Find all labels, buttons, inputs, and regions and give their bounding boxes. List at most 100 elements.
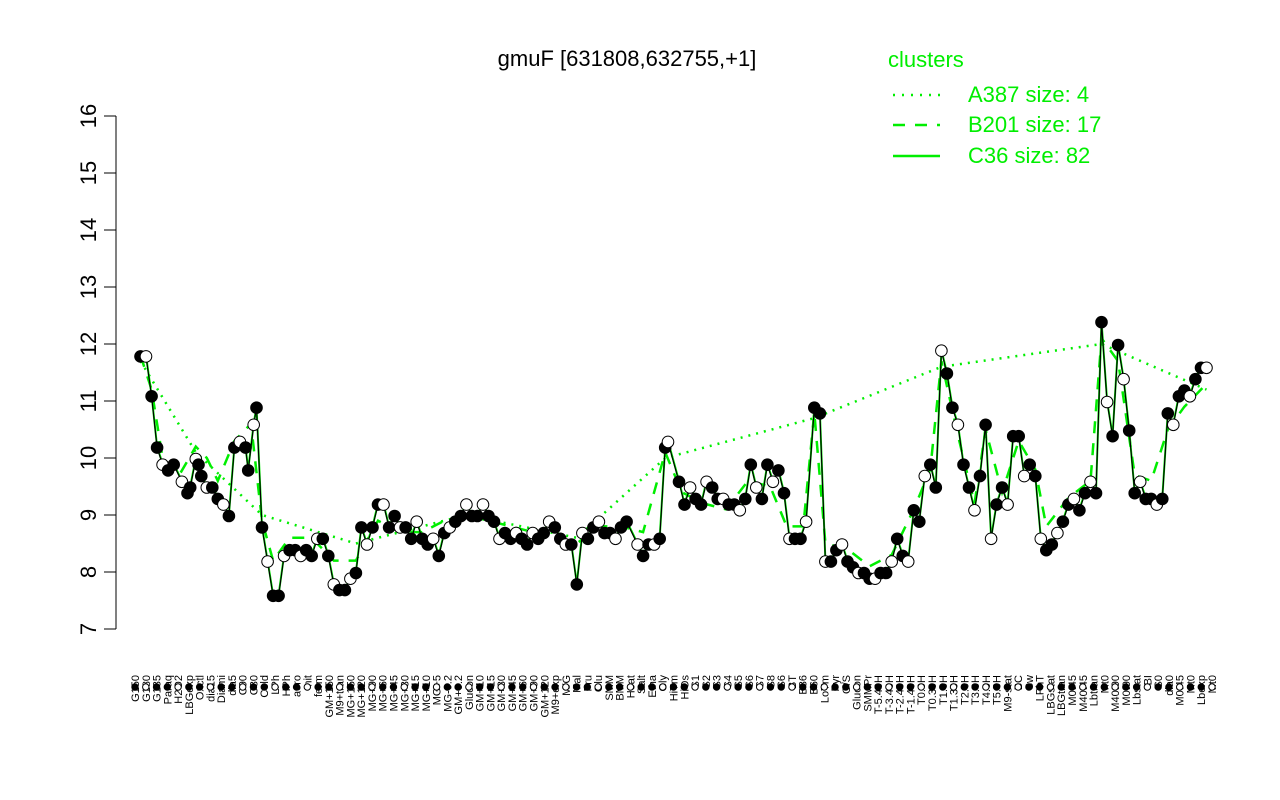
x-marker xyxy=(949,683,958,691)
x-marker xyxy=(863,683,872,691)
data-point xyxy=(755,492,769,506)
x-marker xyxy=(465,683,473,691)
x-marker xyxy=(508,683,516,691)
x-marker xyxy=(400,683,408,691)
x-marker xyxy=(960,683,968,691)
data-point xyxy=(305,549,319,563)
y-tick-label: 16 xyxy=(76,104,101,128)
data-point xyxy=(661,435,675,449)
legend-label-a387: A387 size: 4 xyxy=(968,82,1089,107)
x-marker xyxy=(626,683,635,691)
x-marker xyxy=(443,683,452,691)
data-point xyxy=(388,509,401,523)
y-tick-label: 15 xyxy=(76,161,101,185)
x-marker xyxy=(1035,683,1044,691)
x-marker xyxy=(529,683,538,691)
data-point xyxy=(705,481,719,494)
data-point xyxy=(537,526,551,540)
x-marker xyxy=(303,683,312,691)
x-marker xyxy=(842,683,850,691)
x-marker xyxy=(292,683,301,691)
data-point xyxy=(1128,486,1141,500)
x-marker xyxy=(1208,683,1216,691)
data-point xyxy=(241,464,255,477)
data-point xyxy=(766,475,780,489)
x-marker xyxy=(185,683,193,691)
x-marker xyxy=(1068,683,1076,691)
data-point xyxy=(410,515,424,529)
data-point xyxy=(1117,372,1130,386)
x-marker xyxy=(917,683,925,691)
x-marker xyxy=(831,683,839,691)
y-tick-label: 11 xyxy=(76,390,101,413)
x-marker xyxy=(971,683,979,691)
x-marker xyxy=(1025,683,1033,691)
x-marker xyxy=(1165,683,1173,691)
data-point xyxy=(167,458,180,472)
x-marker xyxy=(1186,683,1195,691)
data-point xyxy=(150,441,164,454)
data-point xyxy=(1156,492,1169,506)
x-marker xyxy=(572,683,581,691)
x-marker xyxy=(615,683,624,691)
x-marker xyxy=(702,683,710,691)
data-point xyxy=(250,401,263,415)
data-point xyxy=(404,532,418,546)
data-point xyxy=(581,532,595,546)
plot-area xyxy=(134,315,1213,603)
x-marker xyxy=(271,683,279,691)
points-layer xyxy=(134,315,1213,603)
data-point xyxy=(1183,390,1197,403)
x-marker xyxy=(809,683,818,691)
data-point xyxy=(672,475,686,489)
data-point xyxy=(984,532,998,546)
data-point xyxy=(322,549,335,563)
data-point xyxy=(192,458,205,472)
data-point xyxy=(399,521,412,534)
x-marker xyxy=(594,683,602,691)
data-point xyxy=(995,481,1009,494)
y-axis: 7 8 9 10 11 12 13 14 15 16 xyxy=(76,104,117,635)
data-point xyxy=(1084,475,1097,489)
data-point xyxy=(744,458,758,472)
x-marker xyxy=(432,683,441,691)
data-point xyxy=(813,407,827,420)
data-point xyxy=(733,504,747,517)
data-point xyxy=(772,464,785,477)
x-marker xyxy=(206,683,215,691)
x-marker xyxy=(637,683,645,691)
data-point xyxy=(935,344,948,358)
y-tick-label: 14 xyxy=(76,218,101,242)
data-point xyxy=(694,498,708,511)
data-point xyxy=(476,498,490,511)
x-tick-label: Glucon xyxy=(464,675,476,710)
x-marker xyxy=(885,683,893,691)
x-marker xyxy=(217,683,225,691)
data-point xyxy=(1200,361,1213,375)
data-point xyxy=(1189,372,1202,386)
data-point xyxy=(761,458,774,472)
x-marker xyxy=(1122,683,1130,691)
data-point xyxy=(222,509,236,523)
x-marker xyxy=(1079,683,1087,691)
x-marker xyxy=(906,683,915,691)
x-marker xyxy=(1100,683,1109,691)
data-point xyxy=(592,515,606,529)
data-point xyxy=(1067,492,1081,506)
y-tick-label: 13 xyxy=(76,275,101,299)
data-point xyxy=(565,538,578,551)
x-marker xyxy=(734,683,742,691)
x-marker xyxy=(788,683,796,691)
data-point xyxy=(520,538,534,551)
data-point xyxy=(570,578,584,591)
data-point xyxy=(1111,338,1125,352)
x-marker xyxy=(174,683,182,691)
x-marker xyxy=(1197,683,1205,691)
x-marker xyxy=(540,683,548,691)
data-point xyxy=(432,549,446,563)
x-marker xyxy=(745,683,753,691)
x-tick-label: Lbtran xyxy=(1089,675,1101,706)
data-point xyxy=(255,521,269,534)
data-point xyxy=(890,532,904,546)
